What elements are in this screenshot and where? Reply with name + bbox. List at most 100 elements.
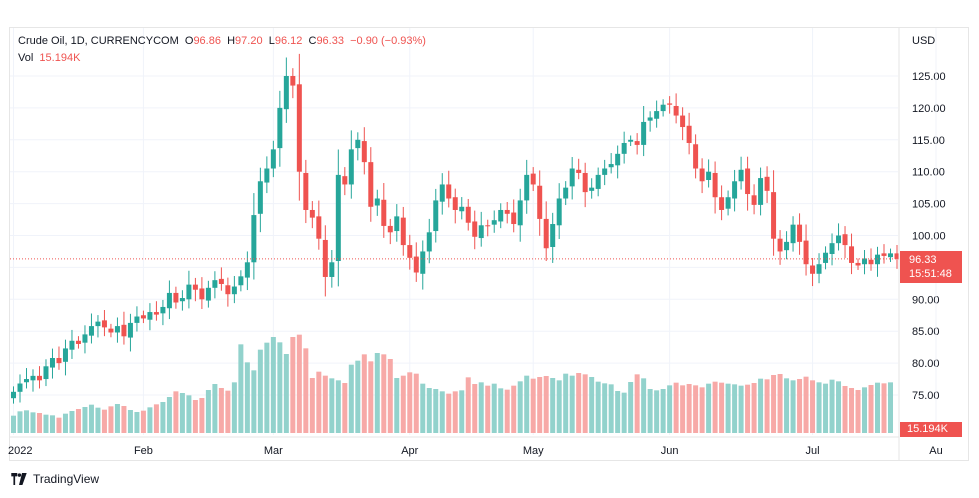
candle-body (459, 206, 465, 212)
candle-body (641, 121, 647, 145)
candle-body (368, 162, 374, 207)
volume-bar (368, 361, 374, 433)
candle-body (309, 209, 315, 218)
volume-bar (348, 364, 354, 433)
volume-bar (322, 375, 328, 433)
volume-bar (615, 391, 621, 433)
candle-body (563, 187, 569, 199)
candle-body (335, 174, 341, 262)
close-label: C (308, 35, 317, 47)
volume-bar (784, 378, 790, 433)
volume-bar (114, 404, 120, 433)
volume-bar (563, 373, 569, 433)
volume-bar (712, 381, 718, 433)
candle-body (420, 251, 426, 274)
candle-body (758, 178, 764, 205)
candle-body (816, 264, 822, 274)
volume-bar (836, 381, 842, 433)
volume-bar (17, 411, 23, 433)
volume-bar (82, 407, 88, 433)
candle-body (810, 265, 816, 274)
volume-bar (888, 382, 894, 433)
volume-bar (192, 400, 198, 433)
volume-bar (517, 381, 523, 433)
volume-bar (361, 354, 367, 433)
volume-bar (62, 413, 68, 433)
candle-body (511, 212, 517, 225)
volume-bar (160, 402, 166, 433)
candle-body (888, 253, 894, 258)
close-value: 96.33 (316, 35, 344, 47)
candle-body (121, 324, 127, 337)
x-tick-label: Feb (134, 445, 153, 457)
candle-body (530, 173, 536, 185)
candle-body (439, 184, 445, 202)
candle-body (725, 197, 731, 209)
volume-bar (634, 374, 640, 433)
volume-bar (855, 390, 861, 433)
volume-bar (498, 388, 504, 433)
candle-body (686, 125, 692, 143)
change-value: −0.90 (−0.93%) (350, 35, 426, 47)
volume-bar (875, 382, 881, 433)
candle-body (238, 276, 244, 286)
candle-body (30, 375, 36, 381)
y-tick-label: 105.00 (912, 199, 946, 211)
volume-bar (524, 375, 530, 433)
volume-bar (621, 392, 627, 433)
candle-body (205, 287, 211, 301)
candle-body (290, 76, 296, 86)
candle-body (127, 322, 133, 338)
candle-body (654, 111, 660, 119)
high-label: H (227, 35, 236, 47)
x-tick-label: Jun (661, 445, 679, 457)
volume-bar (95, 407, 101, 433)
candle-body (732, 181, 738, 199)
volume-bar (413, 373, 419, 433)
candle-body (88, 326, 94, 336)
volume-bar (667, 385, 673, 433)
volume-bar (225, 390, 231, 433)
candle-body (147, 312, 153, 320)
candle-body (225, 285, 231, 295)
candle-body (615, 153, 621, 166)
candle-body (361, 141, 367, 163)
volume-value: 15.194K (39, 52, 81, 64)
volume-bar (706, 383, 712, 433)
candle-body (433, 200, 439, 232)
candle-body (283, 76, 289, 110)
volume-bar (394, 378, 400, 433)
candle-body (680, 115, 686, 128)
volume-bar (530, 378, 536, 433)
candle-body (244, 262, 250, 278)
candle-body (634, 141, 640, 145)
candle-body (842, 234, 848, 246)
volume-bar (153, 404, 159, 433)
open-label: O (184, 35, 194, 47)
candle-body (719, 197, 725, 210)
volume-bar (764, 379, 770, 433)
candle-body (777, 238, 783, 252)
volume-bar (407, 372, 413, 433)
candle-body (303, 172, 309, 210)
candle-body (134, 316, 140, 323)
volume-bar (23, 410, 29, 433)
y-tick-label: 80.00 (912, 358, 940, 370)
tradingview-branding[interactable]: TradingView (10, 472, 99, 486)
volume-bar (355, 360, 361, 433)
candle-body (550, 224, 556, 247)
volume-bar (576, 373, 582, 433)
volume-bar (582, 374, 588, 433)
high-value: 97.20 (235, 35, 263, 47)
volume-bar (543, 376, 549, 433)
candle-body (426, 232, 432, 252)
volume-bar (329, 378, 335, 433)
candle-body (381, 199, 387, 226)
candle-body (114, 326, 120, 333)
candle-body (108, 328, 114, 333)
candle-body (17, 383, 23, 392)
volume-bar (868, 385, 874, 433)
volume-bar (342, 383, 348, 433)
candle-body (849, 246, 855, 263)
